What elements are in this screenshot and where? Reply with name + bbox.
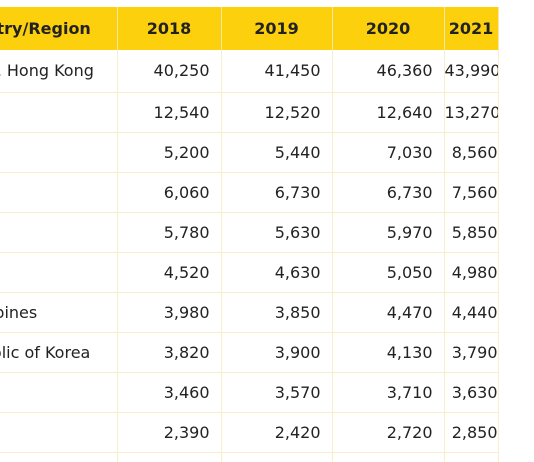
header-country-region: Country/Region	[0, 7, 118, 50]
cell-2019: 3,850	[221, 292, 333, 333]
cell-2021: 7,560	[444, 172, 499, 213]
cell-empty	[221, 452, 333, 462]
cell-2018: 3,460	[117, 372, 222, 413]
cell-region	[0, 172, 118, 213]
cell-2018: 6,060	[117, 172, 222, 213]
table-row: 4,520 4,630 5,050 4,980	[0, 252, 499, 293]
cell-region	[0, 252, 118, 293]
cell-2019: 5,440	[221, 132, 333, 173]
cell-2018: 5,780	[117, 212, 222, 253]
header-2021: 2021	[444, 7, 499, 50]
cell-region: China, Hong Kong	[0, 50, 118, 93]
cell-2021: 4,440	[444, 292, 499, 333]
cell-empty	[117, 452, 222, 462]
cell-region: Japan	[0, 92, 118, 133]
data-table-container: Country/Region 2018 2019 2020 2021 China…	[0, 7, 534, 462]
table-row: 5,780 5,630 5,970 5,850	[0, 212, 499, 253]
cell-2021: 4,980	[444, 252, 499, 293]
cell-2019: 3,900	[221, 332, 333, 373]
header-2018: 2018	[117, 7, 222, 50]
header-2020: 2020	[332, 7, 445, 50]
cell-2019: 41,450	[221, 50, 333, 93]
cell-2020: 4,130	[332, 332, 445, 373]
cell-2018: 40,250	[117, 50, 222, 93]
cell-2020: 3,710	[332, 372, 445, 413]
cell-2020: 5,050	[332, 252, 445, 293]
cell-2019: 3,570	[221, 372, 333, 413]
data-table: Country/Region 2018 2019 2020 2021 China…	[0, 7, 499, 462]
cell-2021: 5,850	[444, 212, 499, 253]
cell-2021: 3,630	[444, 372, 499, 413]
table-row-partial	[0, 452, 499, 462]
cell-2018: 12,540	[117, 92, 222, 133]
cell-region: Philippines	[0, 292, 118, 333]
cell-2020: 6,730	[332, 172, 445, 213]
table-header: Country/Region 2018 2019 2020 2021	[0, 7, 499, 50]
cell-2021: 8,560	[444, 132, 499, 173]
cell-2020: 2,720	[332, 412, 445, 453]
cell-2021: 2,850	[444, 412, 499, 453]
table-row: 3,460 3,570 3,710 3,630	[0, 372, 499, 413]
cell-2019: 2,420	[221, 412, 333, 453]
cell-2018: 2,390	[117, 412, 222, 453]
header-row: Country/Region 2018 2019 2020 2021	[0, 7, 499, 50]
cell-2021: 13,270	[444, 92, 499, 133]
cell-2020: 4,470	[332, 292, 445, 333]
cell-2019: 5,630	[221, 212, 333, 253]
table-row: 6,060 6,730 6,730 7,560	[0, 172, 499, 213]
cell-2019: 6,730	[221, 172, 333, 213]
cell-region	[0, 212, 118, 253]
cell-2021: 3,790	[444, 332, 499, 373]
cell-region: Republic of Korea	[0, 332, 118, 373]
cell-2020: 5,970	[332, 212, 445, 253]
header-2019: 2019	[221, 7, 333, 50]
cell-region	[0, 412, 118, 453]
cell-2021: 43,990	[444, 50, 499, 93]
cell-empty	[444, 452, 499, 462]
cell-2018: 3,980	[117, 292, 222, 333]
cell-region	[0, 132, 118, 173]
table-row: 2,390 2,420 2,720 2,850	[0, 412, 499, 453]
table-body: China, Hong Kong40,25041,45046,36043,990…	[0, 50, 499, 462]
cell-2019: 12,520	[221, 92, 333, 133]
cell-2020: 12,640	[332, 92, 445, 133]
cell-2018: 4,520	[117, 252, 222, 293]
cell-2019: 4,630	[221, 252, 333, 293]
cell-region	[0, 372, 118, 413]
cell-2020: 46,360	[332, 50, 445, 93]
cell-empty	[332, 452, 445, 462]
cell-2018: 5,200	[117, 132, 222, 173]
table-row: 5,200 5,440 7,030 8,560	[0, 132, 499, 173]
cell-2020: 7,030	[332, 132, 445, 173]
cell-2018: 3,820	[117, 332, 222, 373]
cell-empty	[0, 452, 118, 462]
